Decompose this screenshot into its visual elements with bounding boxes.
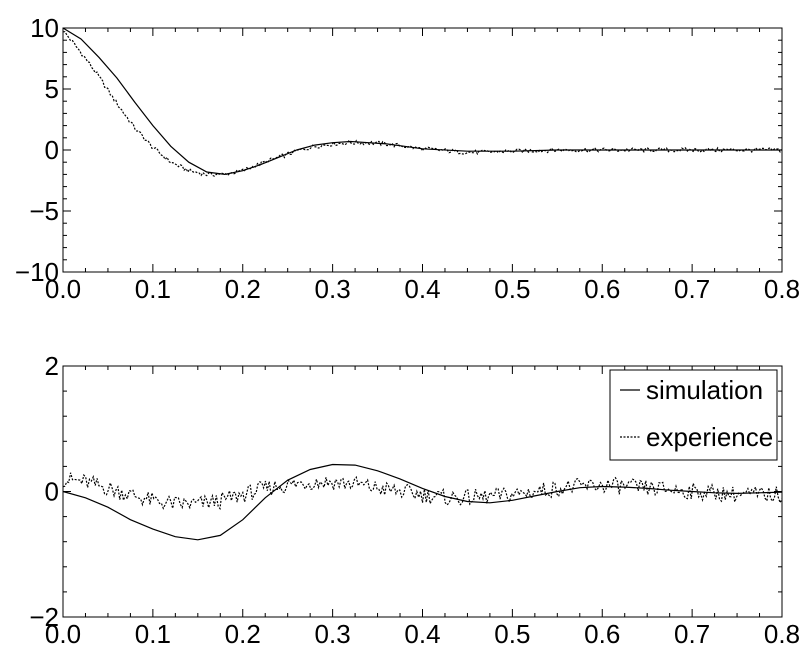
y-tick-label: −5	[29, 196, 59, 226]
y-tick-label: 0	[45, 477, 59, 507]
legend-label-1: experience	[646, 422, 773, 452]
x-tick-label: 0.8	[764, 619, 800, 649]
x-tick-label: 0.5	[494, 274, 530, 304]
x-tick-label: 0.7	[674, 274, 710, 304]
x-tick-label: 0.3	[315, 274, 351, 304]
x-tick-label: 0.2	[225, 619, 261, 649]
x-tick-label: 0.2	[225, 274, 261, 304]
legend-label-0: simulation	[646, 375, 763, 405]
x-tick-label: 0.8	[764, 274, 800, 304]
y-tick-label: 0	[45, 135, 59, 165]
y-tick-label: −2	[29, 602, 59, 632]
legend: simulation experience	[610, 370, 777, 460]
y-tick-label: 2	[45, 351, 59, 381]
x-tick-label: 0.6	[584, 619, 620, 649]
x-tick-label: 0.7	[674, 619, 710, 649]
y-tick-label: −10	[15, 257, 59, 287]
x-tick-label: 0.6	[584, 274, 620, 304]
x-tick-label: 0.5	[494, 619, 530, 649]
x-tick-label: 0.4	[404, 274, 440, 304]
y-tick-label: 5	[45, 74, 59, 104]
x-tick-label: 0.1	[135, 274, 171, 304]
series-1-line	[63, 32, 782, 177]
bottom-chart-panel: 0.0 0.1 0.2 0.3 0.4 0.5 0.6 0.7 0.820−2simulatio…	[29, 351, 800, 649]
y-tick-label: 10	[30, 13, 59, 43]
x-tick-label: 0.1	[135, 619, 171, 649]
x-tick-label: 0.3	[315, 619, 351, 649]
x-tick-label: 0.4	[404, 619, 440, 649]
